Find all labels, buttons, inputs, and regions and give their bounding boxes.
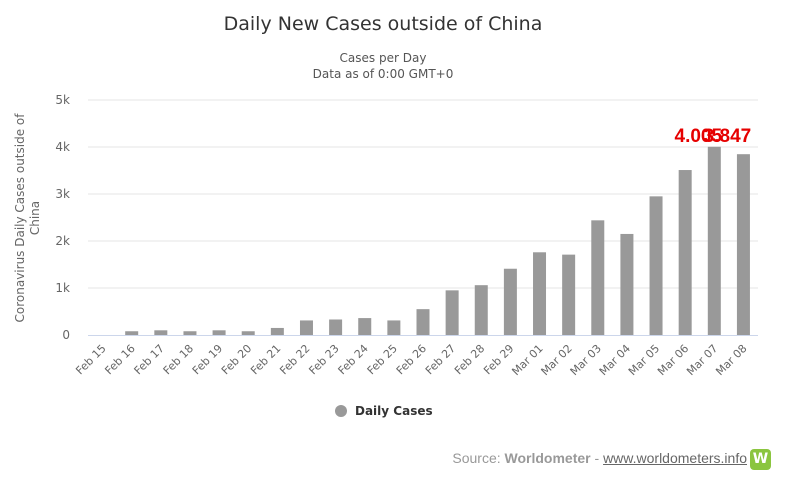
source-prefix: Source:: [452, 450, 505, 466]
chart-subtitle-line-1: Cases per Day: [340, 51, 427, 65]
source-name: Worldometer: [504, 450, 591, 466]
bar[interactable]: [474, 285, 488, 335]
chart-title: Daily New Cases outside of China: [224, 13, 543, 35]
bars: [125, 146, 750, 335]
x-tick-label: Mar 05: [626, 342, 662, 378]
legend-item-daily-cases[interactable]: Daily Cases: [335, 404, 433, 418]
y-tick-label: 5k: [55, 93, 70, 107]
bar[interactable]: [329, 319, 343, 335]
x-tick-label: Mar 01: [509, 342, 545, 378]
bar[interactable]: [562, 254, 576, 335]
x-tick-label: Feb 16: [102, 342, 137, 377]
x-tick-label: Feb 25: [365, 342, 400, 377]
x-tick-label: Mar 04: [597, 342, 633, 378]
x-tick-label: Feb 19: [190, 342, 225, 377]
y-axis-ticks: 0 1k 2k 3k 4k 5k: [55, 93, 70, 342]
x-tick-label: Feb 24: [336, 342, 371, 377]
x-tick-label: Feb 26: [394, 342, 429, 377]
bar[interactable]: [736, 154, 750, 335]
bar[interactable]: [445, 290, 459, 335]
bar[interactable]: [154, 330, 168, 335]
x-tick-label: Feb 28: [452, 342, 487, 377]
data-label-annotation: 4.005: [675, 126, 723, 147]
x-tick-label: Feb 20: [219, 342, 254, 377]
y-tick-label: 3k: [55, 187, 70, 201]
worldometer-logo-icon[interactable]: W: [750, 449, 771, 470]
x-tick-label: Feb 17: [132, 342, 167, 377]
x-tick-label: Mar 03: [568, 342, 604, 378]
y-tick-label: 0: [62, 328, 70, 342]
bar[interactable]: [183, 331, 197, 335]
x-tick-label: Feb 23: [306, 342, 341, 377]
x-tick-label: Mar 08: [713, 342, 749, 378]
y-tick-label: 1k: [55, 281, 70, 295]
bar[interactable]: [212, 330, 226, 335]
bar[interactable]: [299, 320, 313, 335]
bar[interactable]: [387, 320, 401, 335]
y-axis-title-line-2: China: [28, 201, 42, 235]
x-tick-label: Feb 15: [73, 342, 108, 377]
x-tick-label: Feb 21: [248, 342, 283, 377]
x-tick-label: Feb 18: [161, 342, 196, 377]
chart-subtitle-line-2: Data as of 0:00 GMT+0: [313, 67, 454, 81]
x-tick-label: Mar 02: [539, 342, 575, 378]
bar[interactable]: [241, 331, 255, 335]
source-separator: -: [590, 450, 604, 466]
y-tick-label: 2k: [55, 234, 70, 248]
y-axis-title-line-1: Coronavirus Daily Cases outside of: [13, 113, 27, 323]
bar[interactable]: [270, 327, 284, 335]
bar[interactable]: [358, 318, 372, 335]
bar[interactable]: [125, 331, 139, 335]
bar[interactable]: [620, 233, 634, 335]
bar[interactable]: [678, 170, 692, 335]
y-tick-label: 4k: [55, 140, 70, 154]
bar[interactable]: [503, 268, 517, 335]
source-credit: Source: Worldometer - www.worldometers.i…: [0, 450, 747, 466]
legend-label: Daily Cases: [355, 404, 433, 418]
bar[interactable]: [707, 146, 721, 335]
bar[interactable]: [533, 252, 547, 335]
x-tick-label: Feb 27: [423, 342, 458, 377]
x-tick-label: Feb 22: [277, 342, 312, 377]
y-axis-title: Coronavirus Daily Cases outside of China: [13, 113, 42, 323]
bar[interactable]: [591, 220, 605, 335]
gridlines: [88, 99, 758, 289]
x-tick-label: Mar 07: [684, 342, 720, 378]
source-link[interactable]: www.worldometers.info: [603, 450, 747, 466]
bar[interactable]: [416, 309, 430, 335]
data-label-annotation: 3.847: [704, 126, 752, 147]
x-tick-label: Mar 06: [655, 342, 691, 378]
legend-marker: [335, 405, 347, 417]
bar[interactable]: [649, 196, 663, 335]
